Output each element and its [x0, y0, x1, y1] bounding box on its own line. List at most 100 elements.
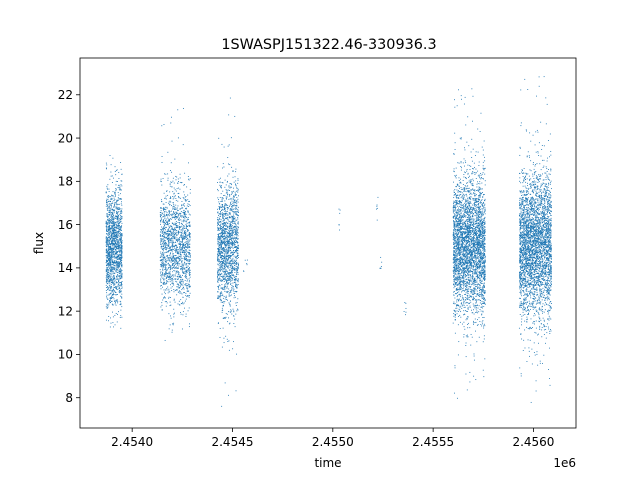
data-point — [171, 227, 173, 229]
data-point — [218, 206, 220, 208]
data-point — [117, 211, 119, 213]
data-point — [106, 251, 108, 253]
data-point — [223, 278, 225, 280]
data-point — [120, 261, 122, 262]
data-point — [224, 230, 226, 232]
data-point — [117, 200, 118, 202]
data-point — [174, 261, 176, 263]
data-point — [109, 251, 111, 253]
data-point — [177, 212, 179, 214]
data-point — [163, 257, 164, 259]
data-point — [184, 220, 186, 222]
data-point — [181, 232, 182, 233]
data-point — [109, 237, 111, 239]
data-point — [109, 236, 111, 238]
data-point — [108, 258, 110, 260]
data-point — [121, 233, 123, 235]
data-point — [223, 337, 225, 339]
data-point — [232, 221, 234, 223]
data-point — [173, 266, 175, 268]
data-point — [222, 231, 224, 233]
data-point — [166, 215, 167, 216]
data-point — [118, 250, 120, 252]
data-point — [229, 212, 231, 214]
data-point — [220, 255, 222, 257]
data-point — [184, 172, 186, 174]
data-point — [185, 275, 187, 277]
data-point — [189, 323, 190, 325]
data-point — [121, 212, 123, 214]
data-point — [160, 258, 162, 260]
data-point — [115, 281, 117, 283]
data-point — [166, 214, 168, 215]
data-point — [114, 265, 116, 267]
data-point — [230, 201, 231, 203]
data-point — [169, 324, 171, 326]
data-point — [176, 229, 178, 231]
data-point — [111, 234, 113, 236]
data-point — [178, 304, 180, 306]
data-point — [106, 270, 108, 272]
data-point — [173, 216, 175, 218]
data-point — [117, 246, 119, 248]
data-point — [120, 212, 122, 214]
data-point — [113, 221, 115, 223]
data-point — [229, 221, 231, 223]
data-point — [231, 208, 233, 210]
data-point — [164, 221, 166, 223]
data-point — [232, 238, 234, 240]
data-point — [181, 229, 183, 231]
data-point — [217, 272, 218, 274]
data-point — [173, 229, 174, 230]
data-point — [222, 274, 224, 276]
data-point — [234, 246, 236, 248]
data-point — [182, 251, 184, 253]
data-point — [234, 223, 236, 225]
data-point — [121, 242, 123, 243]
data-point — [184, 231, 186, 233]
data-point — [185, 263, 187, 265]
data-point — [231, 229, 233, 231]
data-point — [170, 232, 172, 234]
data-point — [115, 217, 117, 219]
data-point — [223, 271, 225, 273]
data-point — [217, 224, 219, 226]
data-point — [178, 219, 180, 221]
data-point — [217, 271, 219, 273]
data-point — [170, 197, 172, 199]
data-point — [110, 284, 112, 286]
data-point — [162, 257, 164, 259]
data-point — [116, 206, 118, 208]
data-point — [173, 204, 175, 206]
data-point — [106, 294, 108, 296]
data-point — [179, 290, 180, 292]
data-point — [165, 269, 167, 271]
data-point — [113, 215, 115, 217]
data-point — [105, 167, 107, 169]
data-point — [225, 211, 227, 212]
data-point — [182, 197, 184, 199]
data-point — [217, 270, 219, 272]
data-point — [109, 264, 111, 266]
data-point — [120, 184, 122, 186]
data-point — [162, 283, 164, 285]
data-point — [234, 201, 236, 203]
data-point — [225, 316, 227, 318]
data-point — [121, 264, 123, 266]
data-point — [218, 279, 220, 281]
data-point — [114, 191, 116, 193]
data-point — [106, 164, 108, 166]
data-point — [169, 204, 171, 206]
data-point — [171, 280, 173, 282]
data-point — [166, 222, 168, 223]
data-point — [226, 291, 228, 293]
data-point — [160, 278, 162, 280]
chart-title: 1SWASPJ151322.46-330936.3 — [221, 37, 436, 53]
data-point — [228, 283, 229, 285]
data-point — [217, 256, 219, 257]
data-point — [107, 216, 109, 218]
data-point — [171, 255, 173, 257]
data-point — [234, 291, 236, 293]
data-point — [179, 276, 181, 278]
data-point — [105, 319, 107, 321]
